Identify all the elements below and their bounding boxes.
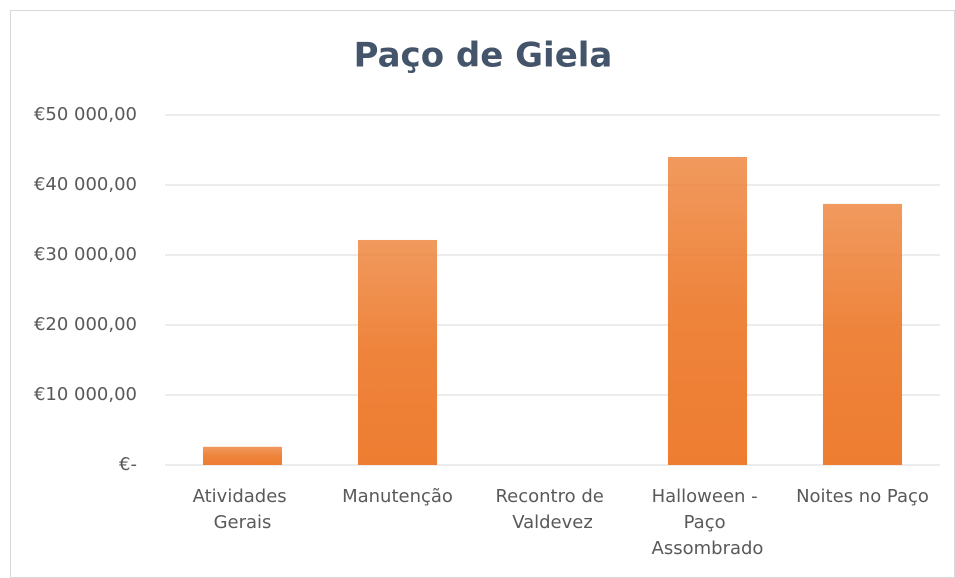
y-tick-label: €10 000,00 [34,384,137,405]
bar [822,203,903,465]
x-tick-label: Noites no Paço [796,486,929,507]
bar [357,239,438,465]
x-tick-label: Recontro de Valdevez [495,486,609,533]
bar [667,157,748,465]
chart-title: Paço de Giela [354,36,613,76]
chart-frame [10,10,955,578]
y-tick-label: €40 000,00 [34,174,137,195]
x-tick-label: Atividades Gerais [193,486,293,533]
y-tick-label: €30 000,00 [34,244,137,265]
y-tick-label: €- [119,454,137,475]
x-tick-label: Halloween - Paço Assombrado [652,486,764,559]
y-tick-label: €50 000,00 [34,104,137,125]
x-tick-label: Manutenção [342,486,453,507]
bar [202,446,283,465]
y-tick-label: €20 000,00 [34,314,137,335]
